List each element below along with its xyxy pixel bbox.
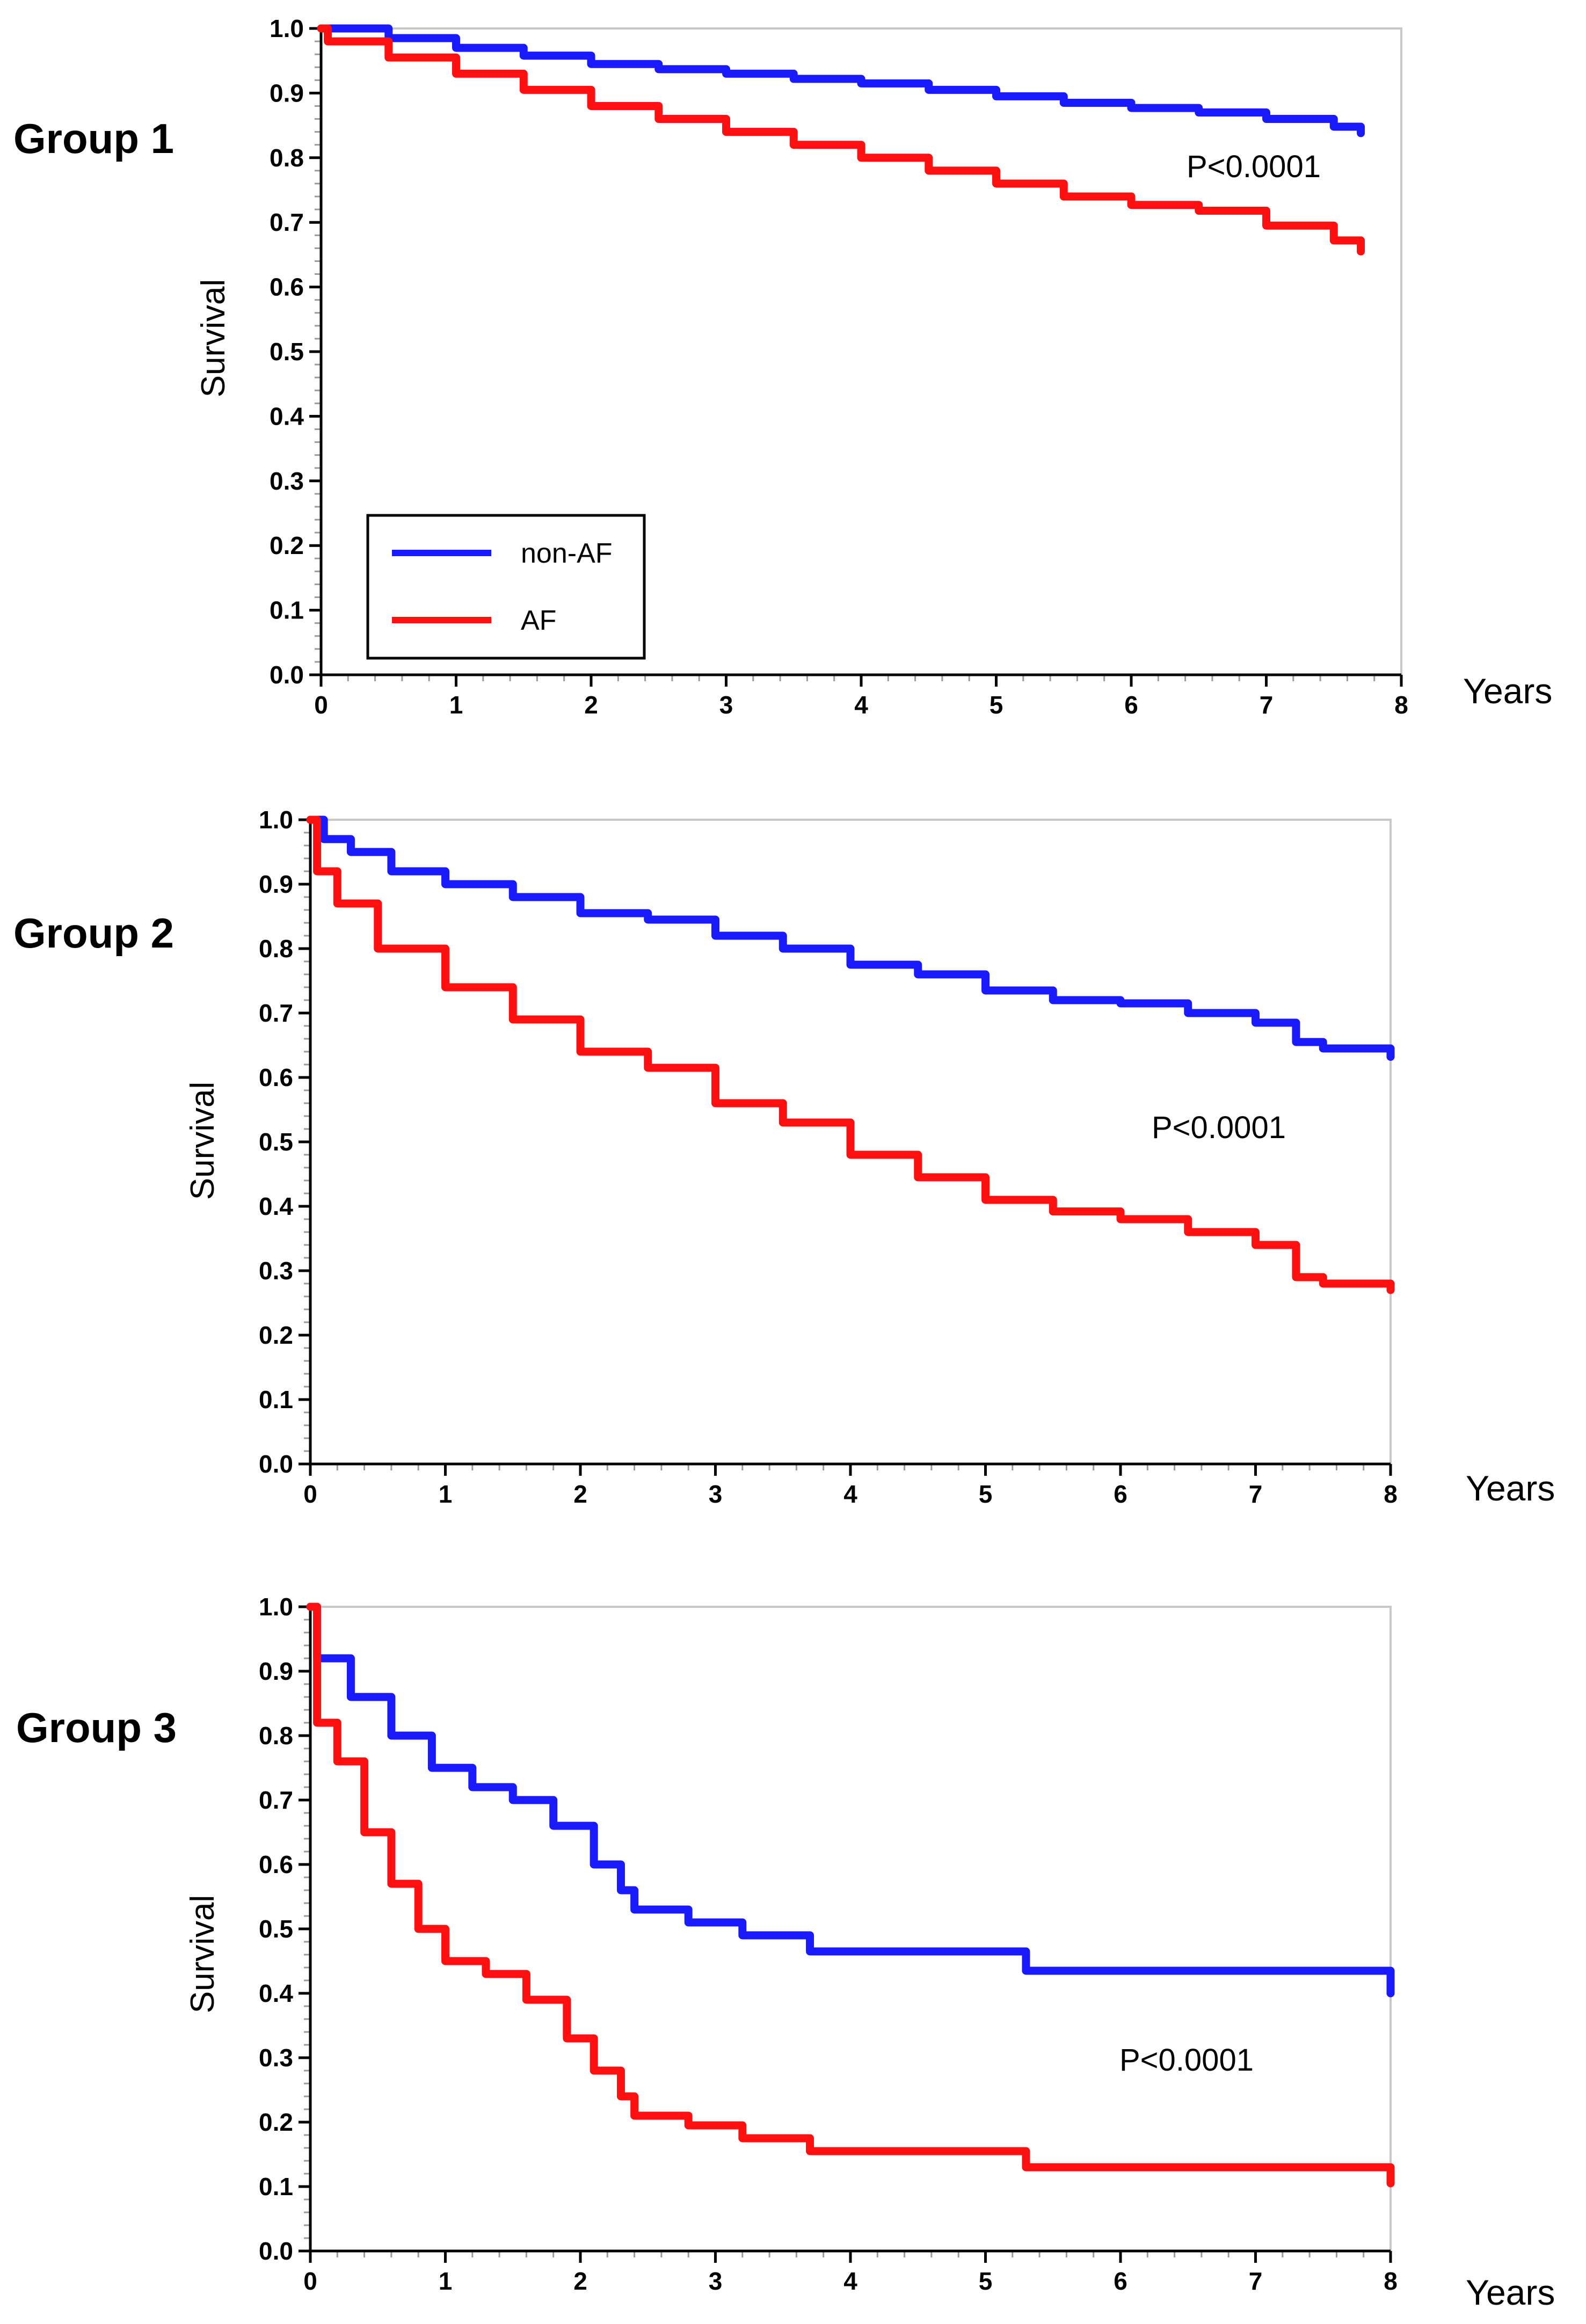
y-tick-label: 0.2 [259,2108,293,2136]
series-line-af [306,815,1395,1294]
y-tick-label: 0.7 [259,999,293,1027]
legend-box [366,514,646,660]
x-tick-label: 1 [439,1480,453,1508]
y-tick-label: 0.2 [259,1321,293,1349]
x-axis-title: Years [1463,671,1552,711]
x-tick-label: 5 [979,1480,993,1508]
x-tick-label: 7 [1260,691,1274,719]
series-line-af [306,1602,1395,2188]
y-tick-label: 0.6 [259,1063,293,1091]
chart-panels: 0 1 2 3 4 5 6 7 8 0.0 0.1 0.2 0.3 0.4 0.5 0.6 0.7 0.8 0.9 1… [13,14,1555,2312]
minor-ticks [304,832,1365,1470]
chart-panel-3: 0 1 2 3 4 5 6 7 8 0.0 0.1 0.2 0.3 0.4 0.5 0.6 0.7 0.8 0.9 1… [16,1593,1555,2312]
x-tick-label: 6 [1114,2267,1127,2295]
y-tick-label: 0.4 [259,1979,293,2007]
y-tick-label: 0.6 [270,273,304,301]
y-tick-label: 0.9 [259,870,293,898]
x-tick-label: 3 [709,1480,723,1508]
y-tick-label: 0.7 [270,208,304,236]
y-axis-title: Survival [184,1082,221,1200]
x-tick-label: 1 [449,691,463,719]
y-tick-label: 0.1 [270,596,304,624]
x-tick-label: 3 [719,691,733,719]
x-tick-label: 0 [314,691,328,719]
legend: non-AF AF [366,514,646,660]
x-tick-label: 0 [303,1480,317,1508]
x-tick-label: 2 [573,2267,587,2295]
x-tick-label: 4 [843,2267,857,2295]
x-tick-label: 5 [990,691,1003,719]
y-tick-label: 0.1 [259,1386,293,1414]
p-value-annotation: P<0.0001 [1119,2043,1254,2078]
group-title: Group 2 [13,909,174,957]
y-tick-label: 0.0 [259,2237,293,2265]
x-tick-label: 7 [1249,1480,1263,1508]
group-title: Group 1 [13,115,174,162]
p-value-annotation: P<0.0001 [1187,149,1321,184]
x-tick-label: 8 [1384,1480,1398,1508]
x-tick-label: 2 [584,691,598,719]
y-tick-label: 0.8 [270,144,304,172]
x-tick-label: 8 [1394,691,1408,719]
x-tick-label: 8 [1384,2267,1398,2295]
series-line-af [317,24,1365,256]
y-tick-label: 0.5 [259,1128,293,1156]
minor-ticks [304,1619,1365,2257]
x-tick-label: 4 [854,691,868,719]
y-tick-label: 0.7 [259,1786,293,1814]
x-tick-label: 6 [1114,1480,1127,1508]
y-tick-label: 1.0 [259,806,293,834]
y-tick-label: 0.3 [259,2044,293,2072]
y-tick-label: 1.0 [270,14,304,42]
series-line-non-af [306,1602,1395,1998]
y-tick-label: 0.6 [259,1851,293,1878]
x-tick-label: 3 [709,2267,723,2295]
y-tick-label: 0.9 [259,1657,293,1685]
series-line-non-af [317,24,1365,137]
y-tick-label: 0.3 [270,467,304,495]
y-axis-title: Survival [184,1895,221,2014]
y-tick-label: 0.3 [259,1257,293,1285]
x-tick-label: 5 [979,2267,993,2295]
x-tick-label: 0 [303,2267,317,2295]
y-tick-label: 0.5 [259,1915,293,1943]
y-tick-label: 0.1 [259,2173,293,2201]
x-axis-title: Years [1466,2272,1555,2312]
x-axis-title: Years [1466,1468,1555,1508]
x-tick-label: 7 [1249,2267,1263,2295]
y-tick-label: 0.0 [270,661,304,689]
legend-label: non-AF [521,538,613,569]
y-tick-label: 1.0 [259,1593,293,1621]
y-tick-label: 0.8 [259,1722,293,1750]
x-tick-label: 4 [843,1480,857,1508]
x-tick-label: 1 [439,2267,453,2295]
y-tick-label: 0.5 [270,338,304,366]
group-title: Group 3 [16,1704,177,1751]
y-tick-label: 0.2 [270,531,304,559]
legend-label: AF [521,605,556,636]
x-tick-label: 6 [1124,691,1138,719]
p-value-annotation: P<0.0001 [1152,1110,1286,1145]
y-tick-label: 0.9 [270,79,304,107]
y-tick-label: 0.4 [259,1192,293,1220]
y-tick-label: 0.4 [270,402,304,430]
chart-panel-1: 0 1 2 3 4 5 6 7 8 0.0 0.1 0.2 0.3 0.4 0.5 0.6 0.7 0.8 0.9 1… [13,14,1552,719]
y-tick-label: 0.8 [259,935,293,963]
series-line-non-af [306,815,1395,1061]
y-axis-title: Survival [195,279,232,398]
y-tick-label: 0.0 [259,1450,293,1478]
x-tick-label: 2 [573,1480,587,1508]
chart-panel-2: 0 1 2 3 4 5 6 7 8 0.0 0.1 0.2 0.3 0.4 0.5 0.6 0.7 0.8 0.9 1… [13,806,1555,1508]
